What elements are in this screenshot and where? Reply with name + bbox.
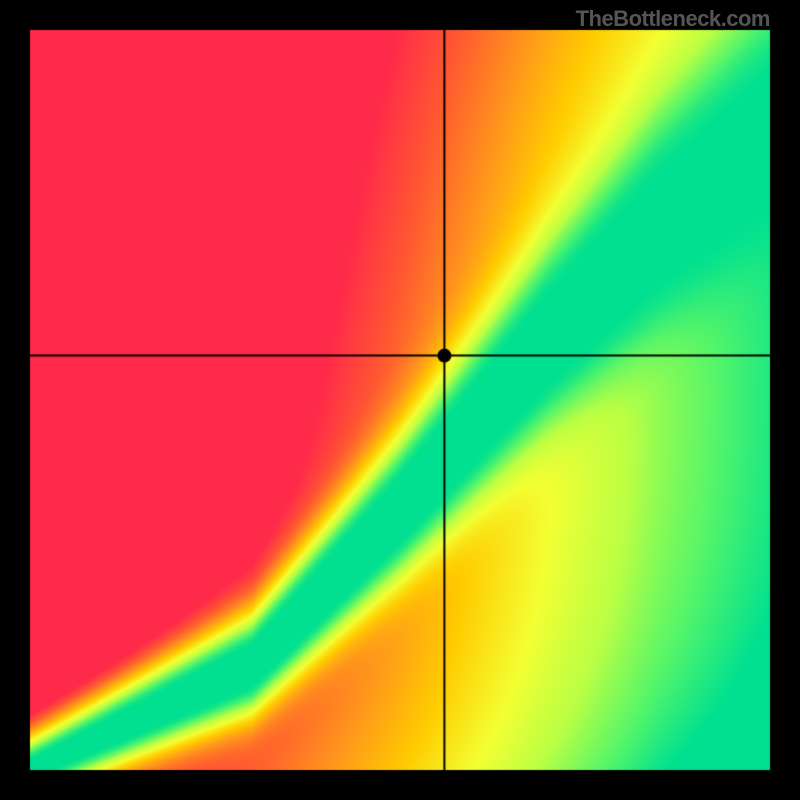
chart-container: TheBottleneck.com xyxy=(0,0,800,800)
watermark-text: TheBottleneck.com xyxy=(576,6,770,32)
bottleneck-heatmap xyxy=(0,0,800,800)
